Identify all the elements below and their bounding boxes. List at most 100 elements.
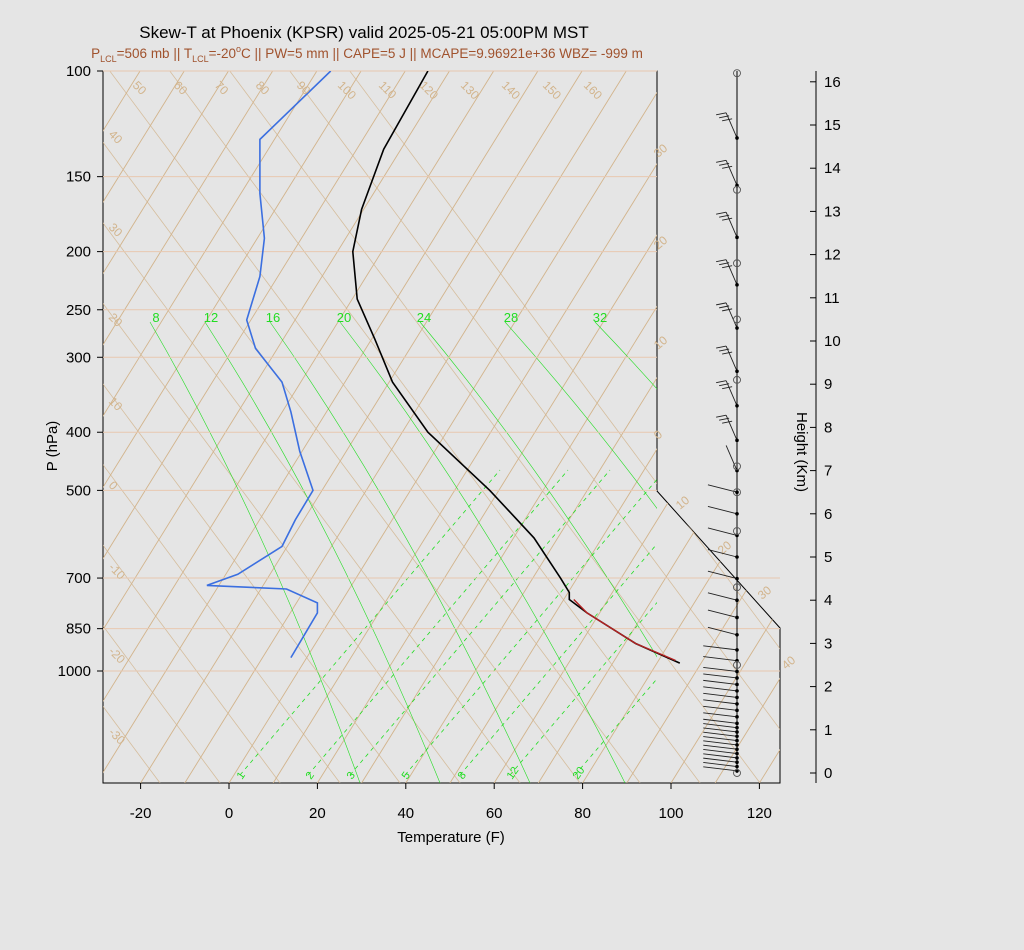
wind-barb-flag [719, 162, 730, 166]
wind-barb [703, 744, 738, 750]
mixing-ratio-label: 5 [400, 770, 413, 782]
height-tick-label: 15 [824, 117, 841, 134]
wind-barb [703, 753, 738, 759]
mixing-ratio-line [339, 321, 626, 783]
x-tick-label: 40 [397, 805, 414, 822]
isotherm-label: 30 [755, 583, 774, 603]
isotherm-line [103, 71, 495, 783]
mixing-ratio-label: 12 [204, 310, 218, 325]
wind-barb-flag [716, 345, 727, 349]
dry-adiabat-line [103, 71, 641, 783]
wind-barb [703, 736, 738, 742]
wind-barb [703, 679, 738, 685]
mixing-ratio-labels: 8 12 16 20 24 28 321 2 3 5 8 12 20 [152, 310, 607, 782]
subtitle-indices: || PW=5 mm || CAPE=5 J || MCAPE=9.96921e… [251, 46, 643, 61]
mixing-ratio-lines [149, 321, 657, 783]
wind-barb-flag [716, 414, 727, 418]
saturated-mixing-line [239, 469, 501, 776]
saturated-mixing-line [459, 543, 657, 776]
height-tick-label: 6 [824, 506, 832, 523]
mixing-ratio-line [594, 321, 657, 390]
mixing-ratio-label: 24 [417, 310, 431, 325]
pressure-gridlines [103, 70, 780, 672]
height-tick-label: 14 [824, 160, 841, 177]
saturated-mixing-line [349, 469, 611, 776]
wind-barb [703, 731, 738, 737]
wind-point [735, 632, 739, 637]
x-axis-label: Temperature (F) [397, 829, 505, 846]
mixing-ratio-line [204, 321, 441, 783]
wind-point [735, 751, 739, 756]
saturated-mixing-line [307, 469, 569, 776]
wind-barb-flag [722, 420, 733, 424]
height-tick-label: 10 [824, 333, 841, 350]
wind-marker [733, 769, 741, 777]
x-tick-label: 0 [225, 805, 233, 822]
dry-adiabat-line [103, 71, 221, 783]
isotherm-line [626, 71, 780, 783]
wind-point [735, 747, 739, 752]
height-tick-label: 2 [824, 679, 832, 696]
wind-barb [703, 727, 738, 733]
wind-point [735, 283, 739, 287]
wind-barb [703, 723, 738, 729]
isotherm-line [103, 71, 274, 783]
isotherm-label: 10 [673, 493, 692, 513]
chart-title: Skew-T at Phoenix (KPSR) valid 2025-05-2… [139, 23, 588, 42]
isotherm-line [103, 71, 318, 783]
wind-point [735, 695, 739, 700]
wind-barb [725, 160, 738, 186]
height-tick-label: 8 [824, 419, 832, 436]
p-tick-label: 700 [66, 570, 91, 587]
wind-barb-flag [716, 302, 727, 306]
p-tick-label: 850 [66, 621, 91, 638]
isotherm-line [140, 71, 583, 783]
wind-barb [707, 527, 738, 536]
mixing-ratio-label: 28 [504, 310, 518, 325]
mixing-ratio-label: 3 [345, 770, 358, 782]
dry-adiabat-line [103, 71, 581, 783]
wind-barb [703, 656, 738, 662]
p-lcl-symbol: P [91, 46, 100, 61]
wind-barbs [703, 69, 741, 777]
t-lcl-subscript: LCL [192, 54, 209, 64]
wind-barb [725, 112, 738, 139]
wind-barb [707, 570, 738, 580]
wind-barb [703, 766, 738, 772]
dry-adiabat-line [139, 71, 701, 783]
wind-point [735, 669, 739, 674]
wind-barb [725, 211, 738, 238]
height-tick-label: 16 [824, 74, 841, 91]
t-lcl-value: =-20 [209, 46, 236, 61]
wind-marker [733, 375, 741, 384]
wind-barb [707, 549, 738, 558]
x-tick-label: 20 [309, 805, 326, 822]
p-tick-label: 500 [66, 482, 91, 499]
isotherm-line [228, 71, 671, 783]
x-tick-label: -20 [130, 805, 152, 822]
x-tick-label: 80 [574, 805, 591, 822]
y-axis-label: P (hPa) [44, 421, 61, 472]
wind-marker [733, 185, 741, 194]
wind-barb [725, 380, 738, 406]
wind-barb [703, 692, 738, 698]
wind-barb [703, 757, 738, 763]
isotherm-line [103, 71, 229, 783]
mixing-ratio-label: 2 [304, 770, 317, 782]
subtitle-separator: || [170, 46, 184, 61]
isotherm-line [848, 71, 1024, 783]
p-tick-label: 1000 [58, 663, 91, 680]
height-tick-label: 5 [824, 549, 832, 566]
wind-marker [733, 259, 741, 268]
wind-point [735, 708, 739, 713]
saturated-mixing-line [574, 678, 657, 776]
wind-barb-flag [722, 386, 733, 390]
isotherm-line [103, 71, 450, 783]
t-lcl-degree: o [236, 44, 241, 54]
wind-barb [703, 740, 738, 746]
wind-point [735, 136, 739, 140]
wind-barb [703, 749, 738, 755]
wind-barb-flag [719, 383, 730, 387]
saturated-mixing-line [509, 601, 657, 776]
